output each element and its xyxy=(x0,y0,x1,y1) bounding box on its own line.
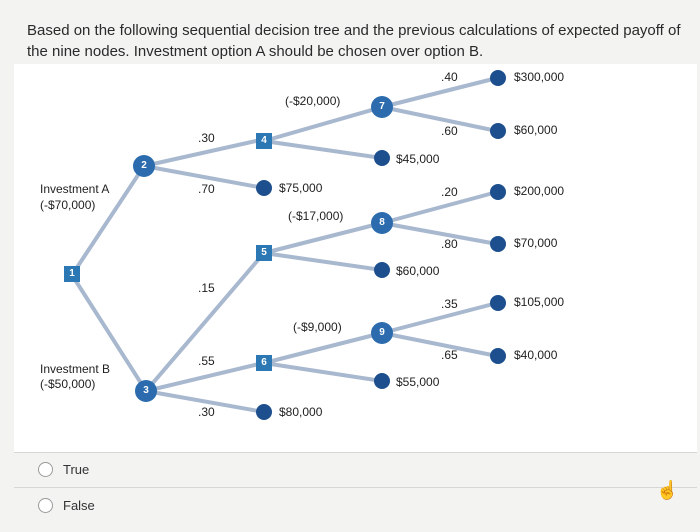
prob-7-60k: .60 xyxy=(441,124,458,138)
radio-false[interactable] xyxy=(38,498,53,513)
decision-tree-panel xyxy=(14,64,697,452)
decision-node-5: 5 xyxy=(256,245,272,261)
answer-divider-mid xyxy=(14,487,697,488)
prob-3-80k: .30 xyxy=(198,405,215,419)
branch-2-4 xyxy=(142,139,258,168)
branch-6-55k xyxy=(262,361,384,383)
branch-1-3 xyxy=(70,273,148,393)
radio-true[interactable] xyxy=(38,462,53,477)
outcome-label-200k: $200,000 xyxy=(514,184,565,198)
cost-node-9: (-$9,000) xyxy=(293,320,342,334)
cost-node-7: (-$20,000) xyxy=(285,94,341,108)
outcome-105k xyxy=(490,295,506,311)
branch-8-200k xyxy=(380,190,499,225)
pointer-hand-icon: ☝ xyxy=(656,480,679,500)
chance-node-3: 3 xyxy=(135,380,157,402)
prob-8-200k: .20 xyxy=(441,185,458,199)
prob-3-6: .55 xyxy=(198,354,215,368)
branch-3-6 xyxy=(144,361,265,393)
decision-node-6: 6 xyxy=(256,355,272,371)
decision-node-1: 1 xyxy=(64,266,80,282)
outcome-200k xyxy=(490,184,506,200)
branch-5-8 xyxy=(262,221,384,255)
investment-b-label: Investment B xyxy=(40,362,111,376)
prob-2-4: .30 xyxy=(198,131,215,145)
answer-option-true[interactable]: True xyxy=(38,462,89,477)
cost-node-8: (-$17,000) xyxy=(288,209,344,223)
terminal-60k xyxy=(374,262,390,278)
value-45k: $45,000 xyxy=(396,152,440,166)
outcome-40k xyxy=(490,348,506,364)
outcome-label-60k: $60,000 xyxy=(514,123,558,137)
branch-3-80k xyxy=(144,389,266,414)
question-text: Based on the following sequential decisi… xyxy=(27,22,681,60)
terminal-55k xyxy=(374,373,390,389)
prob-2-75k: .70 xyxy=(198,182,215,196)
branch-2-75k xyxy=(142,164,266,190)
outcome-label-70k: $70,000 xyxy=(514,236,558,250)
investment-b-cost: (-$50,000) xyxy=(40,377,96,391)
branch-9-105k xyxy=(380,301,499,335)
investment-a-cost: (-$70,000) xyxy=(40,198,96,212)
terminal-45k xyxy=(374,150,390,166)
prob-7-300k: .40 xyxy=(441,70,458,84)
prob-9-105k: .35 xyxy=(441,297,458,311)
chance-node-2: 2 xyxy=(133,155,155,177)
prob-8-70k: .80 xyxy=(441,237,458,251)
answer-label-true: True xyxy=(63,462,90,477)
branch-4-45k xyxy=(262,139,384,160)
outcome-label-105k: $105,000 xyxy=(514,295,565,309)
chance-node-8: 8 xyxy=(371,212,393,234)
branch-3-5 xyxy=(144,251,266,393)
value-60k: $60,000 xyxy=(396,264,440,278)
decision-node-4: 4 xyxy=(256,133,272,149)
answer-option-false[interactable]: False xyxy=(38,498,95,513)
terminal-75k xyxy=(256,180,272,196)
branch-1-2 xyxy=(70,164,146,277)
chance-node-9: 9 xyxy=(371,322,393,344)
outcome-label-40k: $40,000 xyxy=(514,348,558,362)
chance-node-7: 7 xyxy=(371,96,393,118)
branch-5-60k xyxy=(262,251,384,272)
outcome-70k xyxy=(490,236,506,252)
answer-label-false: False xyxy=(63,498,95,513)
value-75k: $75,000 xyxy=(279,181,323,195)
terminal-80k xyxy=(256,404,272,420)
outcome-300k xyxy=(490,70,506,86)
answer-divider-top xyxy=(14,452,697,453)
branch-6-9 xyxy=(262,331,384,365)
branch-7-300k xyxy=(380,76,499,109)
value-80k: $80,000 xyxy=(279,405,323,419)
prob-9-40k: .65 xyxy=(441,348,458,362)
prob-3-5: .15 xyxy=(198,281,215,295)
branch-7-60k xyxy=(380,105,499,133)
branch-4-7 xyxy=(262,105,384,143)
branch-9-40k xyxy=(380,331,499,358)
outcome-label-300k: $300,000 xyxy=(514,70,565,84)
value-55k: $55,000 xyxy=(396,375,440,389)
outcome-60k xyxy=(490,123,506,139)
branch-8-70k xyxy=(380,221,499,246)
investment-a-label: Investment A xyxy=(40,182,110,196)
